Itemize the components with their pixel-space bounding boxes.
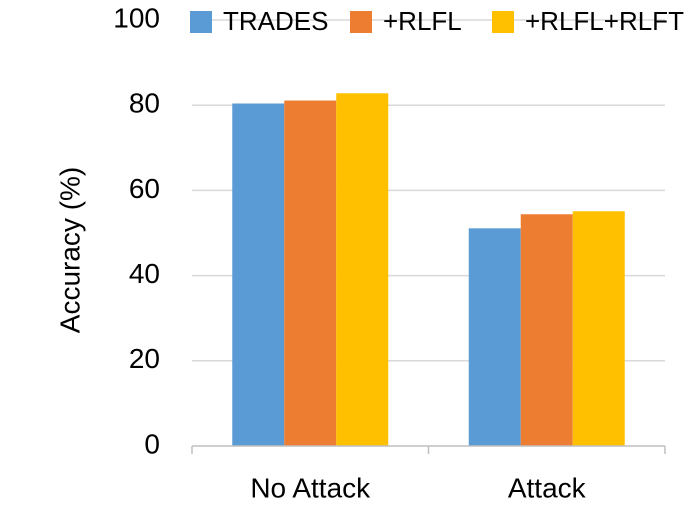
bar: [468, 228, 521, 446]
y-tick-label: 20: [129, 343, 160, 374]
y-tick-label: 60: [129, 173, 160, 204]
y-tick-label: 100: [113, 2, 160, 33]
legend-label: +RLFL+RLFT: [525, 6, 684, 36]
bar: [336, 93, 389, 446]
bar: [572, 211, 625, 446]
legend-label: TRADES: [223, 6, 328, 36]
y-tick-label: 80: [129, 88, 160, 119]
x-tick-label: Attack: [508, 472, 587, 503]
legend-swatch: [190, 11, 212, 33]
x-tick-label: No Attack: [250, 472, 371, 503]
legend-swatch: [492, 11, 514, 33]
legend-label: +RLFL: [383, 6, 462, 36]
bar: [232, 103, 285, 446]
y-tick-label: 40: [129, 258, 160, 289]
y-axis-label: Accuracy (%): [54, 167, 85, 333]
bar: [520, 214, 573, 446]
legend-swatch: [350, 11, 372, 33]
y-tick-label: 0: [144, 428, 160, 459]
bar: [284, 100, 337, 446]
